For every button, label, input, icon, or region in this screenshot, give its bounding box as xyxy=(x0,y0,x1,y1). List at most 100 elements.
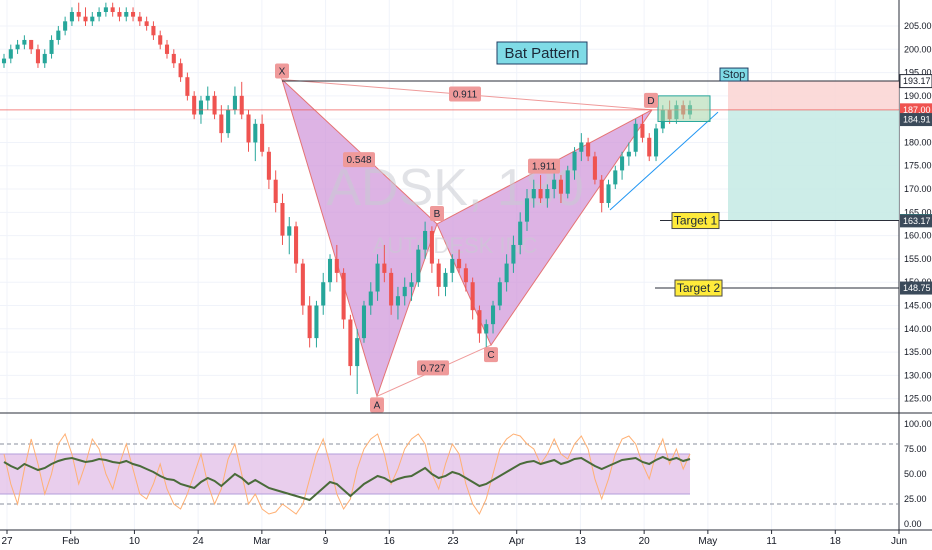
candle-body xyxy=(572,151,577,171)
price-tick-label: 205.00 xyxy=(904,21,932,31)
price-badge: 184.91 xyxy=(900,113,932,127)
candle-body xyxy=(164,44,170,54)
bcd-triangle xyxy=(436,109,653,347)
stop-zone xyxy=(728,81,899,110)
candle-body xyxy=(558,179,563,194)
candle-body xyxy=(110,7,115,12)
price-tick-label: 175.00 xyxy=(904,161,932,171)
price-badge: 193.17 xyxy=(899,74,932,89)
candle-body xyxy=(15,44,20,50)
candle-body xyxy=(654,128,659,157)
point-label-b: B xyxy=(430,205,444,221)
point-label-text: B xyxy=(434,209,441,220)
candle-body xyxy=(178,63,183,78)
price-tick-label: 200.00 xyxy=(904,44,932,54)
indicator-pane xyxy=(0,432,899,516)
candle-body xyxy=(321,282,326,306)
price-badge-text: 193.17 xyxy=(903,76,931,86)
rsi-band xyxy=(0,454,690,494)
candle-body xyxy=(35,49,40,64)
time-tick-label: 23 xyxy=(447,536,459,547)
time-tick-label: Apr xyxy=(509,536,525,547)
chart-title-box: Bat Pattern xyxy=(496,41,588,65)
price-badge: 148.75 xyxy=(900,281,932,295)
trendline xyxy=(609,111,719,211)
ratio-label: 0.911 xyxy=(449,86,481,102)
time-tick-label: 11 xyxy=(766,536,777,547)
price-tick-label: 180.00 xyxy=(904,137,932,147)
time-axis: 27 Feb 10 24 Mar 9 16 23 Apr 13 20 May 11 18 Jun xyxy=(1,530,907,547)
candle-body xyxy=(103,7,108,12)
ratio-label: 1.911 xyxy=(528,158,560,174)
chart-title: Bat Pattern xyxy=(504,45,579,62)
candle-body xyxy=(599,179,604,204)
candle-body xyxy=(395,296,400,306)
price-tick-label: 165.00 xyxy=(904,207,932,217)
stop-label-bg xyxy=(719,67,749,82)
candle-body xyxy=(266,151,271,180)
point-label-bg xyxy=(275,63,289,79)
candle-body xyxy=(260,123,265,152)
candle-body xyxy=(586,142,591,157)
indicator-tick-label: 100.00 xyxy=(904,419,932,429)
ratio-label: 0.727 xyxy=(417,360,449,376)
candle-body xyxy=(246,114,251,143)
candle-body xyxy=(232,95,237,110)
time-tick-label: Jun xyxy=(891,536,907,547)
point-label-bg xyxy=(484,347,498,363)
ratio-label: 0.548 xyxy=(343,152,375,168)
point-label-text: A xyxy=(374,400,381,411)
candle-body xyxy=(192,95,197,115)
candle-body xyxy=(531,189,536,199)
candle-body xyxy=(375,263,380,292)
price-tick-label: 195.00 xyxy=(904,68,932,78)
candle-body xyxy=(524,198,530,222)
indicator-tick-label: 50.00 xyxy=(904,469,927,479)
candles xyxy=(1,2,693,395)
point-label-c: C xyxy=(484,347,498,363)
price-tick-label: 130.00 xyxy=(904,370,932,380)
price-tick-label: 155.00 xyxy=(904,254,932,264)
candle-body xyxy=(484,324,489,334)
candle-body xyxy=(117,12,122,17)
time-tick-label: 10 xyxy=(129,536,141,547)
candle-body xyxy=(273,179,278,204)
candle-body xyxy=(497,282,502,306)
candle-body xyxy=(171,53,176,64)
candle-body xyxy=(280,203,285,236)
candle-body xyxy=(429,230,434,264)
candle-body xyxy=(131,12,136,17)
candle-body xyxy=(69,12,74,22)
price-badge: 163.17 xyxy=(900,214,932,228)
ratio-label-bg xyxy=(449,86,481,102)
candle-body xyxy=(463,268,468,283)
candle-body xyxy=(416,249,421,283)
candle-body xyxy=(56,30,61,40)
candle-body xyxy=(423,230,428,250)
candle-body xyxy=(606,184,611,204)
candle-body xyxy=(294,226,299,264)
position-zones xyxy=(728,81,899,221)
candle-body xyxy=(518,221,523,245)
candle-body xyxy=(205,95,210,101)
candle-body xyxy=(470,282,475,311)
candle-body xyxy=(511,244,516,264)
price-badge-bg xyxy=(899,74,932,89)
ratio-label-text: 0.911 xyxy=(453,89,478,100)
point-label-bg xyxy=(370,397,384,413)
candle-body xyxy=(368,291,373,306)
candle-body xyxy=(552,179,557,190)
target2-label-text: Target 2 xyxy=(677,281,721,295)
stoch-line xyxy=(3,432,691,516)
point-label-text: X xyxy=(279,67,286,78)
candle-body xyxy=(226,109,231,134)
price-tick-label: 125.00 xyxy=(904,394,932,404)
candle-body xyxy=(90,16,95,22)
stop-label-text: Stop xyxy=(723,69,746,81)
price-tick-label: 135.00 xyxy=(904,347,932,357)
price-badge-bg xyxy=(900,214,932,228)
point-label-bg xyxy=(430,205,444,221)
point-label-a: A xyxy=(370,397,384,413)
ratio-label-text: 1.911 xyxy=(532,162,557,173)
